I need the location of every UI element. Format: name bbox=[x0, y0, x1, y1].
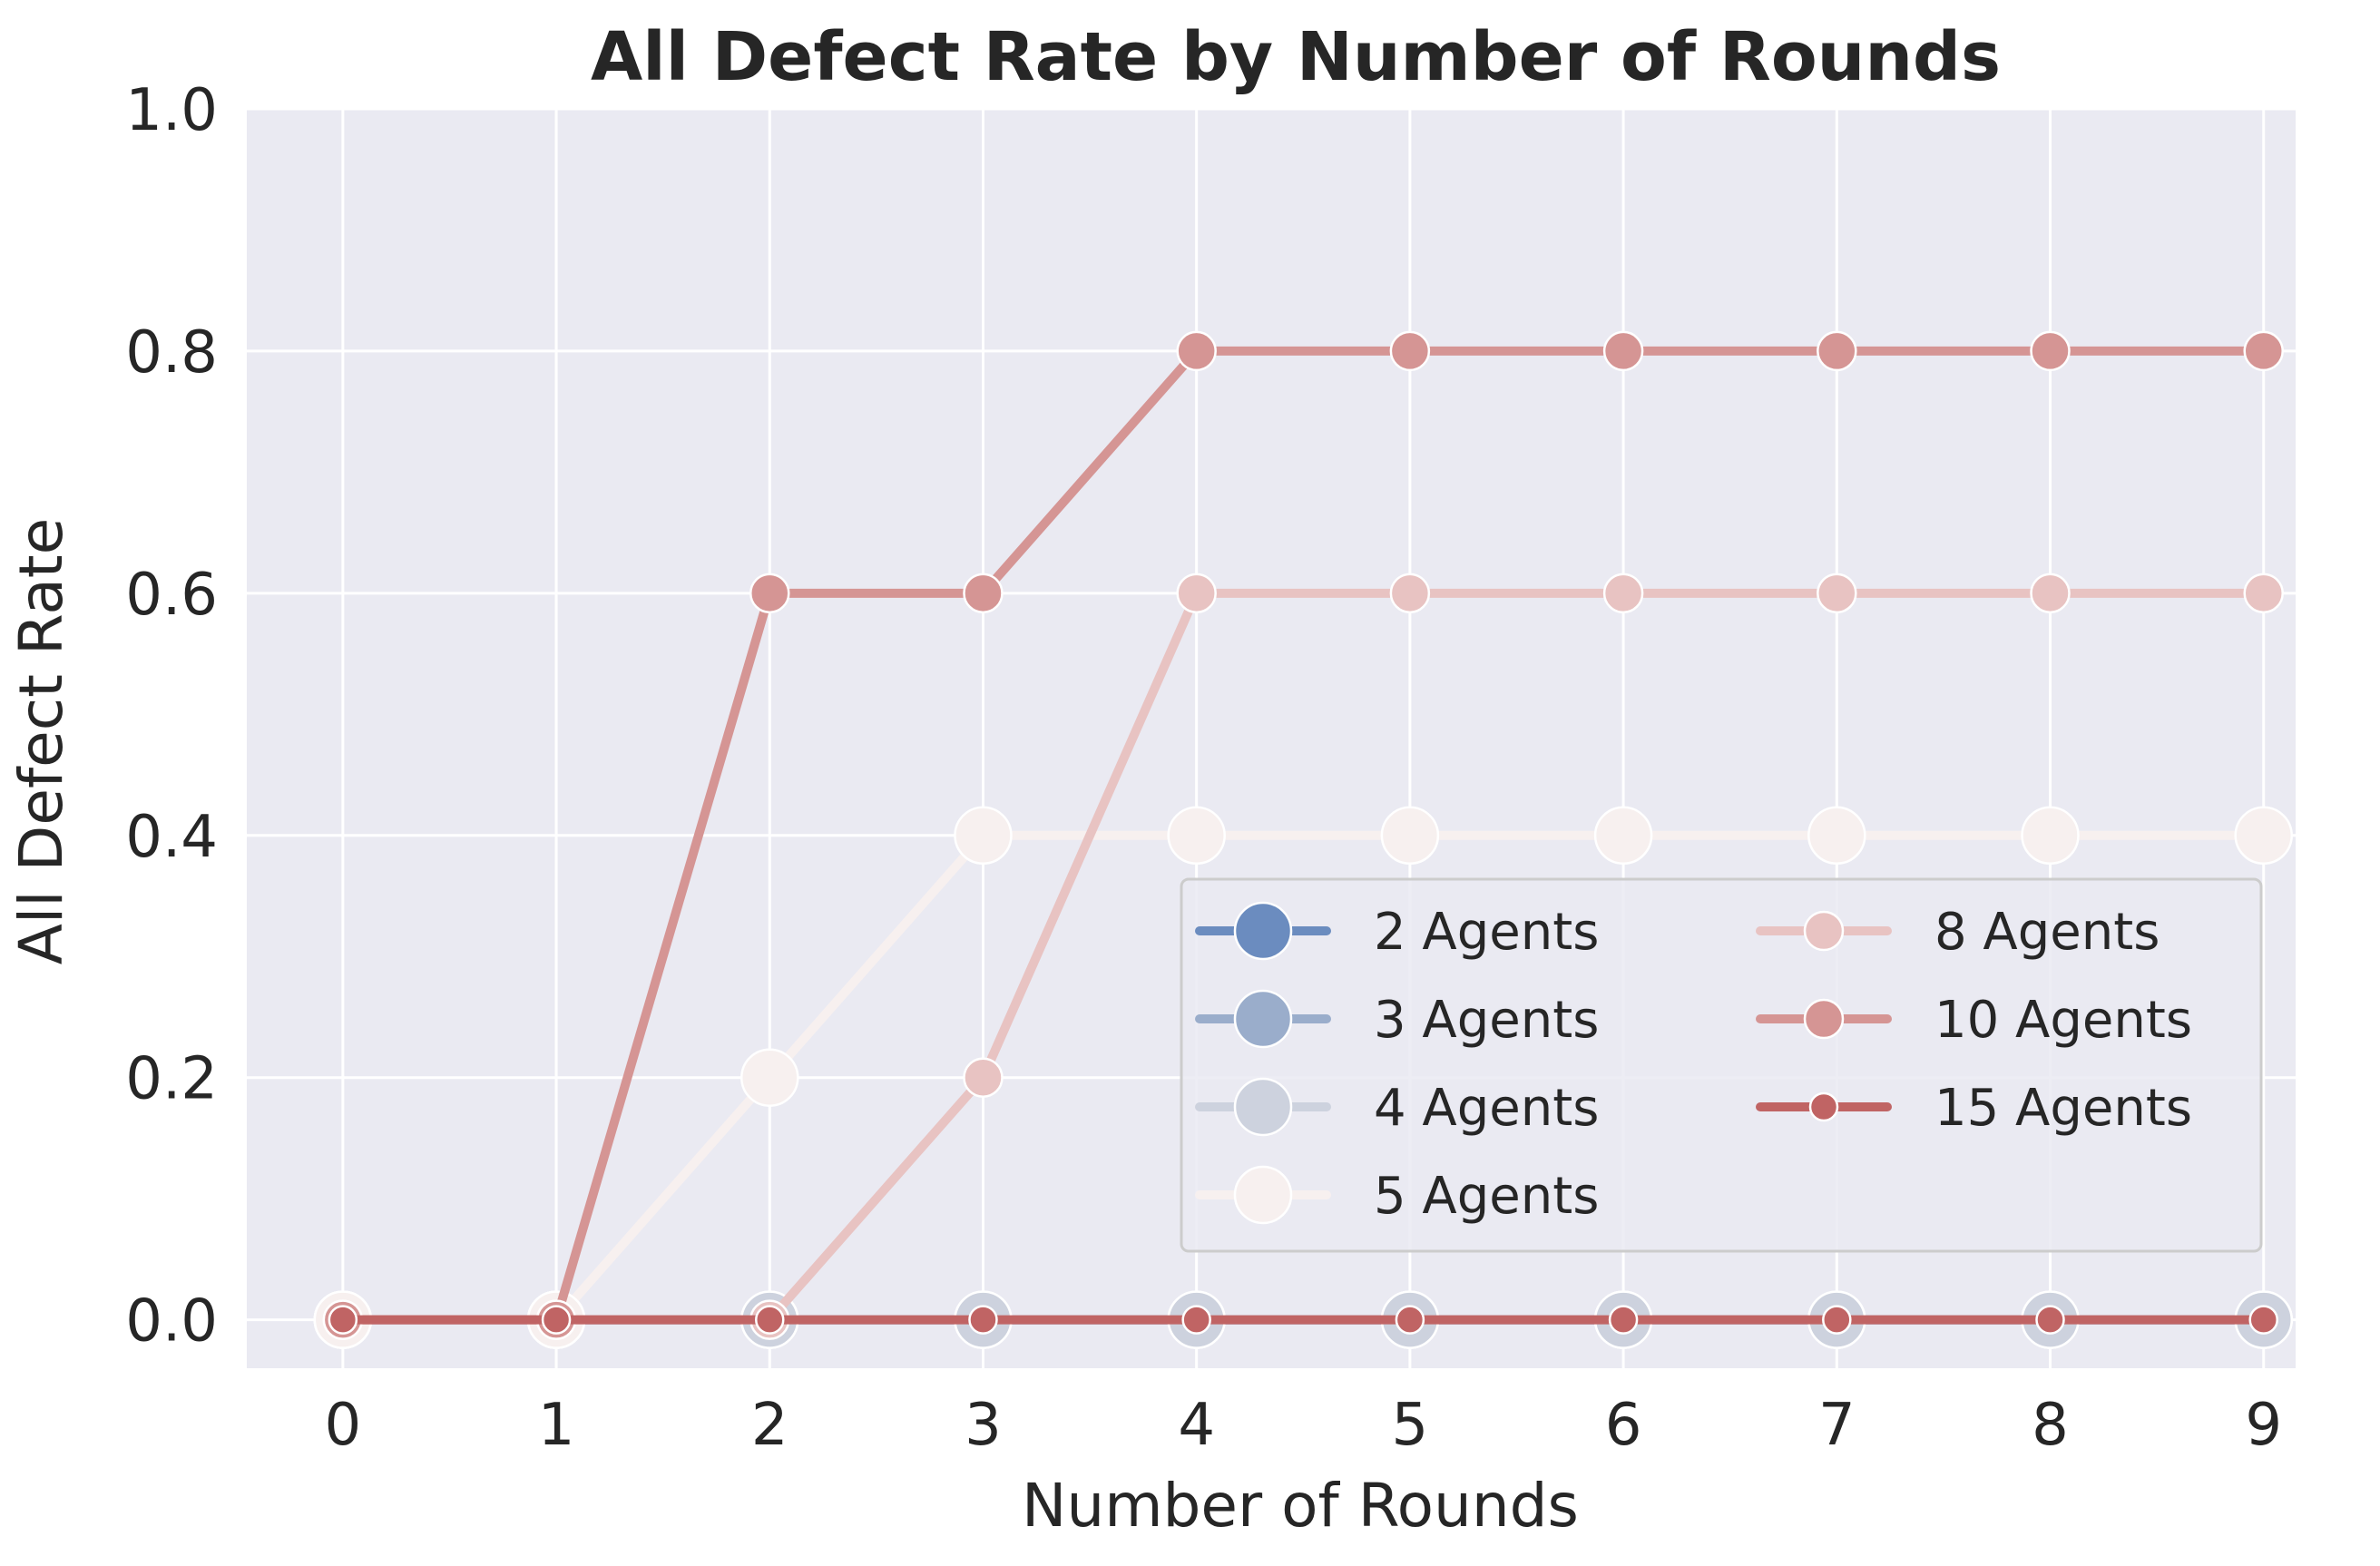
data-point bbox=[1380, 806, 1440, 866]
legend-item-3-agents: 3 Agents bbox=[1195, 989, 1599, 1050]
x-tick-label: 6 bbox=[1605, 1392, 1642, 1459]
x-axis-label: Number of Rounds bbox=[1022, 1471, 1579, 1541]
y-tick-label: 0.4 bbox=[125, 804, 218, 871]
data-point bbox=[1602, 573, 1644, 614]
legend-label: 4 Agents bbox=[1374, 1079, 1599, 1138]
legend-marker bbox=[1803, 998, 1845, 1040]
legend-item-5-agents: 5 Agents bbox=[1195, 1165, 1599, 1226]
data-point bbox=[1395, 1305, 1425, 1335]
x-tick-label: 9 bbox=[2245, 1392, 2282, 1459]
y-axis-label: All Defect Rate bbox=[6, 518, 76, 965]
data-point bbox=[963, 573, 1004, 614]
y-axis-ticks: 0.0 0.2 0.4 0.6 0.8 1.0 bbox=[125, 77, 218, 1356]
data-point bbox=[740, 1048, 799, 1107]
data-point bbox=[963, 1057, 1004, 1098]
x-tick-label: 2 bbox=[751, 1392, 788, 1459]
data-point bbox=[1176, 330, 1217, 372]
data-point bbox=[1807, 806, 1866, 866]
data-point bbox=[1167, 806, 1226, 866]
legend-marker bbox=[1233, 901, 1293, 961]
legend-item-4-agents: 4 Agents bbox=[1195, 1077, 1599, 1138]
y-tick-label: 1.0 bbox=[125, 77, 218, 144]
data-point bbox=[328, 1305, 358, 1335]
legend-marker bbox=[1233, 1077, 1293, 1137]
data-point bbox=[755, 1305, 785, 1335]
data-point bbox=[1176, 573, 1217, 614]
x-tick-label: 7 bbox=[1818, 1392, 1856, 1459]
data-point bbox=[2248, 1305, 2278, 1335]
x-tick-label: 8 bbox=[2032, 1392, 2069, 1459]
data-point bbox=[2030, 573, 2071, 614]
data-point bbox=[2021, 806, 2080, 866]
legend-label: 3 Agents bbox=[1374, 991, 1599, 1050]
data-point bbox=[749, 573, 790, 614]
legend-item-2-agents: 2 Agents bbox=[1195, 901, 1599, 962]
data-point bbox=[1817, 330, 1857, 372]
data-point bbox=[954, 806, 1013, 866]
y-tick-label: 0.2 bbox=[125, 1046, 218, 1113]
series-line bbox=[338, 830, 2268, 1325]
data-point bbox=[2234, 806, 2293, 866]
y-tick-label: 0.6 bbox=[125, 562, 218, 629]
data-point bbox=[541, 1305, 572, 1335]
legend-marker bbox=[1803, 910, 1845, 952]
legend-label: 5 Agents bbox=[1374, 1167, 1599, 1226]
legend-label: 8 Agents bbox=[1934, 903, 2160, 962]
legend-frame bbox=[1180, 877, 2263, 1253]
series-layer bbox=[313, 330, 2293, 1349]
x-tick-label: 1 bbox=[538, 1392, 575, 1459]
data-point bbox=[1181, 1305, 1211, 1335]
series-15-agents bbox=[328, 1305, 2278, 1335]
legend-label: 10 Agents bbox=[1934, 991, 2192, 1050]
data-point bbox=[1822, 1305, 1852, 1335]
data-point bbox=[1593, 806, 1653, 866]
legend-label: 15 Agents bbox=[1934, 1079, 2192, 1138]
data-point bbox=[1389, 573, 1431, 614]
data-point bbox=[2030, 330, 2071, 372]
data-point bbox=[1608, 1305, 1639, 1335]
series-5-agents bbox=[313, 806, 2293, 1349]
legend-marker bbox=[1233, 1165, 1293, 1225]
legend: 2 Agents 3 Agents 4 Agents 5 Agents 8 Agents… bbox=[1180, 877, 2263, 1253]
x-axis-ticks: 0 1 2 3 4 5 6 7 8 9 bbox=[324, 1392, 2282, 1459]
data-point bbox=[2035, 1305, 2065, 1335]
legend-item-15-agents: 15 Agents bbox=[1756, 1079, 2192, 1138]
x-tick-label: 3 bbox=[965, 1392, 1002, 1459]
legend-marker bbox=[1233, 989, 1293, 1049]
legend-item-10-agents: 10 Agents bbox=[1756, 991, 2192, 1050]
data-point bbox=[2243, 573, 2284, 614]
y-tick-label: 0.0 bbox=[125, 1288, 218, 1356]
data-point bbox=[1602, 330, 1644, 372]
y-tick-label: 0.8 bbox=[125, 319, 218, 387]
x-tick-label: 5 bbox=[1392, 1392, 1429, 1459]
legend-marker bbox=[1808, 1091, 1839, 1122]
data-point bbox=[2243, 330, 2284, 372]
x-tick-label: 4 bbox=[1178, 1392, 1215, 1459]
legend-item-8-agents: 8 Agents bbox=[1756, 903, 2160, 962]
x-tick-label: 0 bbox=[324, 1392, 361, 1459]
data-point bbox=[968, 1305, 998, 1335]
data-point bbox=[1817, 573, 1857, 614]
chart-title: All Defect Rate by Number of Rounds bbox=[591, 18, 2001, 96]
legend-label: 2 Agents bbox=[1374, 903, 1599, 962]
data-point bbox=[1389, 330, 1431, 372]
series-line bbox=[338, 346, 2268, 1325]
